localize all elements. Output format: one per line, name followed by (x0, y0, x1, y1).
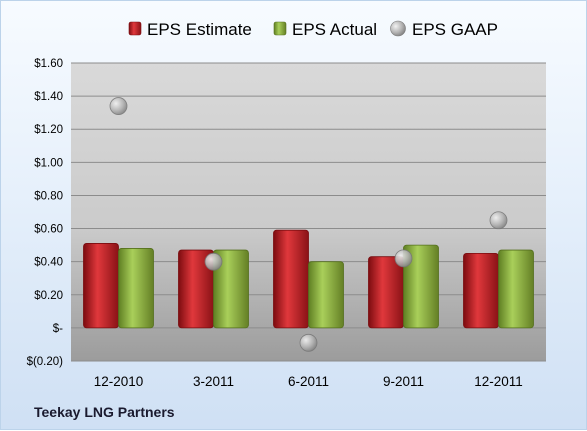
y-tick-label: $1.60 (34, 58, 63, 70)
y-tick-label: $1.20 (34, 124, 63, 136)
y-tick-label: $(0.20) (27, 356, 64, 368)
y-tick-label: $0.80 (34, 190, 63, 202)
gaap-marker (394, 249, 413, 268)
gaap-marker (204, 252, 223, 271)
y-tick-label: $0.60 (34, 224, 63, 236)
y-tick-label: $0.20 (34, 290, 63, 302)
legend-label: EPS Estimate (147, 20, 252, 39)
bar-eps-actual (403, 244, 439, 329)
bars (83, 229, 534, 329)
x-tick-label: 6-2011 (288, 374, 329, 389)
legend: EPS Estimate EPS Actual EPS GAAP (128, 20, 498, 39)
legend-label: EPS Actual (292, 20, 377, 39)
x-tick-label: 9-2011 (383, 374, 424, 389)
x-tick-label: 3-2011 (193, 374, 234, 389)
bar-eps-actual (118, 248, 154, 329)
gaap-markers (109, 97, 508, 352)
x-tick-label: 12-2010 (94, 374, 144, 389)
bar-eps-actual (498, 249, 534, 329)
legend-swatch (128, 21, 142, 36)
legend-swatch (273, 21, 287, 36)
y-tick-label: $1.40 (34, 91, 63, 103)
y-tick-label: $- (53, 323, 63, 335)
y-axis: $1.60 $1.40 $1.20 $1.00 $0.80 $0.60 $0.40 $0.20… (27, 58, 64, 368)
bar-eps-estimate (273, 229, 309, 329)
bar-eps-estimate (83, 243, 119, 329)
x-axis: 12-2010 3-2011 6-2011 9-2011 12-2011 (94, 374, 523, 389)
bar-eps-estimate (368, 256, 404, 329)
y-tick-label: $0.40 (34, 257, 63, 269)
bar-eps-actual (213, 249, 249, 329)
gaap-marker (489, 211, 508, 230)
legend-label: EPS GAAP (412, 20, 498, 39)
bar-eps-actual (308, 261, 344, 329)
gaap-marker (109, 97, 128, 115)
company-label: Teekay LNG Partners (34, 404, 175, 420)
gaap-marker (299, 333, 318, 352)
y-tick-label: $1.00 (34, 157, 63, 169)
x-tick-label: 12-2011 (474, 374, 523, 389)
bar-eps-estimate (463, 252, 499, 329)
legend-swatch (390, 20, 406, 37)
